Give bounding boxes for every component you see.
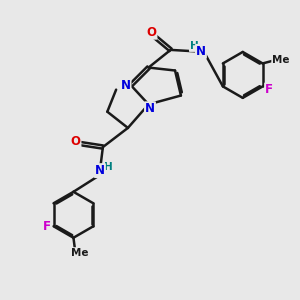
Text: H: H: [104, 162, 112, 172]
Text: H: H: [190, 41, 199, 51]
Text: F: F: [265, 83, 273, 96]
Text: O: O: [146, 26, 157, 39]
Text: Me: Me: [71, 248, 89, 258]
Text: F: F: [43, 220, 51, 233]
Text: Me: Me: [272, 56, 290, 65]
Text: N: N: [121, 79, 130, 92]
Text: N: N: [95, 164, 105, 177]
Text: O: O: [70, 135, 80, 148]
Text: N: N: [196, 45, 206, 58]
Text: N: N: [145, 102, 155, 115]
